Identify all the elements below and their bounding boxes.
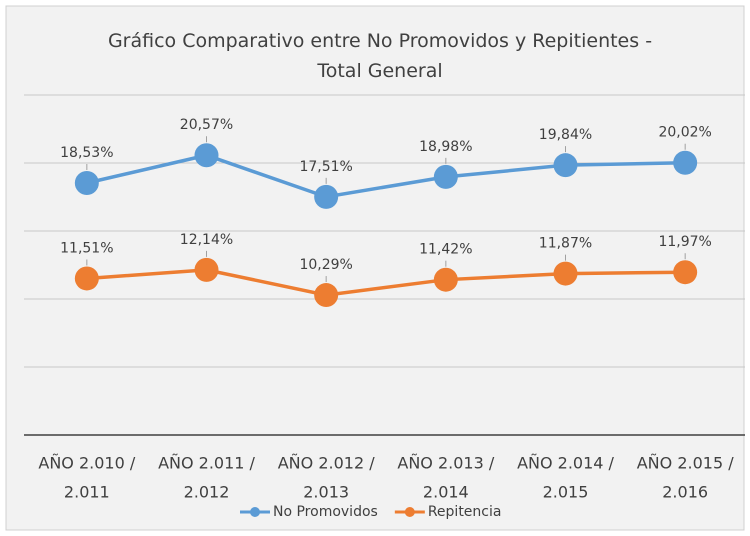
x-tick-label: 2.015 bbox=[543, 483, 589, 502]
x-tick-label: 2.012 bbox=[184, 483, 230, 502]
data-label: 20,02% bbox=[658, 125, 711, 141]
marker bbox=[74, 266, 99, 291]
x-tick-label: AÑO 2.014 / bbox=[517, 454, 614, 473]
marker bbox=[74, 170, 99, 195]
marker bbox=[314, 283, 339, 308]
x-tick-label: 2.016 bbox=[662, 483, 708, 502]
marker bbox=[194, 257, 219, 282]
x-tick-label: 2.014 bbox=[423, 483, 469, 502]
data-label: 11,87% bbox=[539, 236, 592, 252]
chart-title: Gráfico Comparativo entre No Promovidos … bbox=[107, 30, 653, 82]
data-label: 10,29% bbox=[299, 257, 352, 273]
x-tick-label: 2.011 bbox=[64, 483, 110, 502]
marker bbox=[194, 143, 219, 168]
data-label: 19,84% bbox=[539, 127, 592, 143]
marker bbox=[314, 184, 339, 209]
marker bbox=[433, 267, 458, 292]
x-tick-label: AÑO 2.011 / bbox=[158, 454, 255, 473]
marker bbox=[553, 153, 578, 178]
data-label: 12,14% bbox=[180, 232, 233, 248]
data-label: 18,53% bbox=[60, 145, 113, 161]
data-label: 17,51% bbox=[299, 159, 352, 175]
x-tick-label: AÑO 2.012 / bbox=[278, 454, 375, 473]
x-tick-label: 2.013 bbox=[303, 483, 349, 502]
marker bbox=[553, 261, 578, 286]
marker bbox=[673, 260, 698, 285]
chart-area bbox=[5, 5, 745, 531]
legend-marker bbox=[404, 507, 415, 517]
series-line bbox=[86, 153, 686, 199]
legend-label: Repitencia bbox=[428, 504, 502, 520]
data-label: 11,97% bbox=[658, 234, 711, 250]
x-tick-label: AÑO 2.013 / bbox=[397, 454, 494, 473]
data-label: 11,51% bbox=[60, 240, 113, 256]
data-label: 11,42% bbox=[419, 242, 472, 258]
x-tick-label: AÑO 2.015 / bbox=[637, 454, 734, 473]
marker bbox=[433, 164, 458, 189]
legend-label: No Promovidos bbox=[273, 504, 378, 520]
marker bbox=[673, 150, 698, 175]
x-tick-label: AÑO 2.010 / bbox=[38, 454, 135, 473]
series-line bbox=[86, 268, 686, 297]
data-label: 20,57% bbox=[180, 117, 233, 133]
legend-marker bbox=[250, 507, 260, 517]
data-label: 18,98% bbox=[419, 139, 472, 155]
